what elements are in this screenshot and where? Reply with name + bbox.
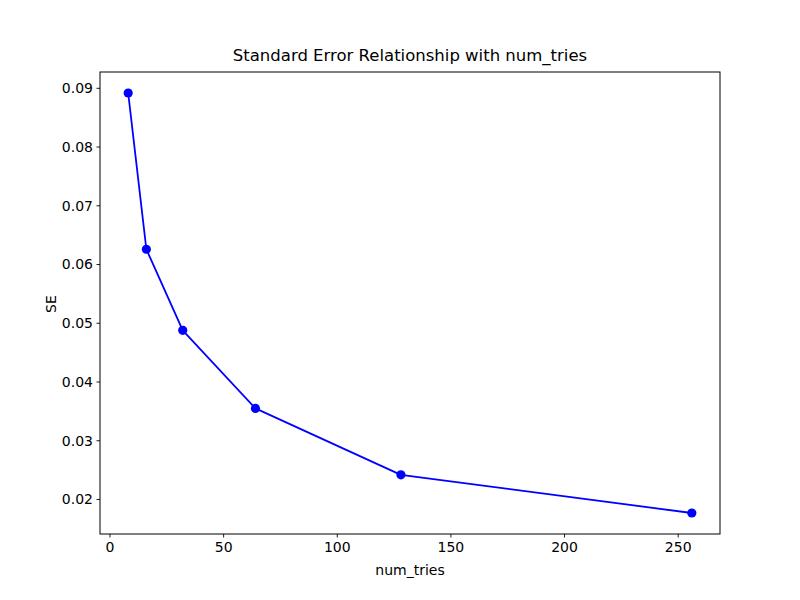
chart-title: Standard Error Relationship with num_tri… [100, 46, 720, 65]
y-tick-label: 0.07 [62, 198, 93, 214]
y-tick-label: 0.03 [62, 433, 93, 449]
x-tick-label: 0 [106, 539, 115, 555]
x-tick-label: 150 [438, 539, 465, 555]
x-axis-label: num_tries [100, 562, 720, 578]
data-point [142, 245, 151, 254]
y-tick-label: 0.05 [62, 315, 93, 331]
data-point [396, 470, 405, 479]
y-tick-label: 0.02 [62, 491, 93, 507]
x-tick-label: 50 [215, 539, 233, 555]
figure: 0 50 100 150 200 250 0.02 0.03 0.04 0.05 0.06 0.07 0… [0, 0, 800, 600]
data-point [124, 88, 133, 97]
x-tick-label: 100 [324, 539, 351, 555]
data-point [178, 326, 187, 335]
y-tick-label: 0.06 [62, 256, 93, 272]
plot-canvas: 0 50 100 150 200 250 0.02 0.03 0.04 0.05 0.06 0.07 0… [0, 0, 800, 600]
x-tick-label: 200 [551, 539, 578, 555]
y-tick-label: 0.08 [62, 139, 93, 155]
data-point [251, 404, 260, 413]
se-line [128, 93, 692, 513]
y-axis-label: SE [43, 284, 59, 324]
data-point [687, 508, 696, 517]
x-tick-label: 250 [665, 539, 692, 555]
y-tick-label: 0.04 [62, 374, 93, 390]
axes-border [100, 72, 720, 534]
y-tick-label: 0.09 [62, 80, 93, 96]
